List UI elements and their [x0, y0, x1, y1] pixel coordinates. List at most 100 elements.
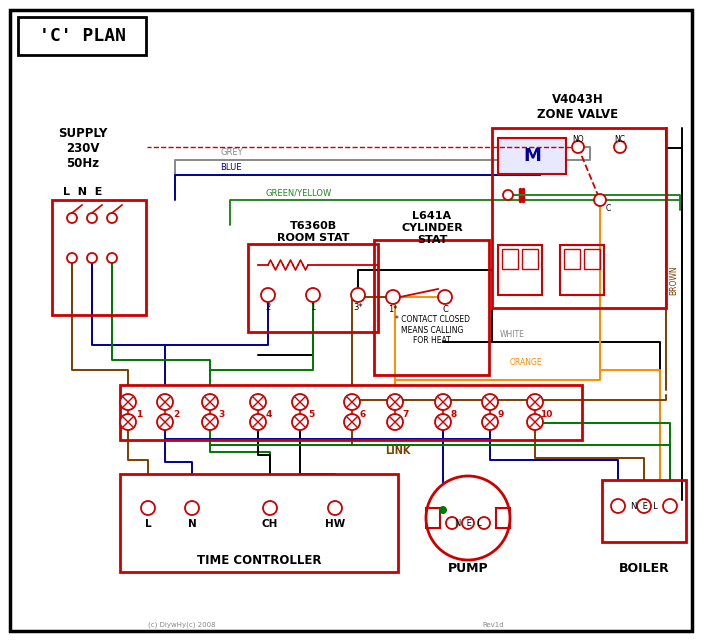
Circle shape	[614, 141, 626, 153]
Text: 2: 2	[173, 410, 179, 419]
Circle shape	[120, 394, 136, 410]
Circle shape	[263, 501, 277, 515]
Text: 1: 1	[310, 303, 316, 312]
Circle shape	[435, 414, 451, 430]
Circle shape	[503, 190, 513, 200]
Text: BLUE: BLUE	[220, 163, 241, 172]
Text: 2: 2	[265, 303, 271, 312]
Circle shape	[386, 290, 400, 304]
Text: NO: NO	[572, 135, 584, 144]
Circle shape	[663, 499, 677, 513]
Bar	[18, 17, 146, 55]
Text: NC: NC	[614, 135, 625, 144]
Text: GREY: GREY	[220, 148, 243, 157]
Bar	[52, 200, 146, 315]
Text: M: M	[523, 147, 541, 165]
Text: HW: HW	[325, 519, 345, 529]
Text: Rev1d: Rev1d	[482, 622, 503, 628]
Circle shape	[527, 414, 543, 430]
Text: 6: 6	[360, 410, 366, 419]
Circle shape	[250, 414, 266, 430]
Text: 10: 10	[540, 410, 552, 419]
Text: WHITE: WHITE	[500, 330, 525, 339]
Circle shape	[67, 213, 77, 223]
Text: ORANGE: ORANGE	[510, 358, 543, 367]
Circle shape	[202, 414, 218, 430]
Text: 'C' PLAN: 'C' PLAN	[39, 27, 126, 45]
Text: C: C	[442, 304, 448, 313]
Bar	[496, 508, 510, 528]
Circle shape	[87, 213, 97, 223]
Circle shape	[439, 506, 447, 514]
Text: 4: 4	[266, 410, 272, 419]
Circle shape	[306, 288, 320, 302]
Text: GREEN/YELLOW: GREEN/YELLOW	[265, 188, 331, 197]
Text: 9: 9	[498, 410, 504, 419]
Bar	[602, 480, 686, 542]
Text: PUMP: PUMP	[448, 562, 489, 574]
Circle shape	[292, 414, 308, 430]
Circle shape	[141, 501, 155, 515]
Circle shape	[328, 501, 342, 515]
Bar	[560, 245, 604, 295]
Text: 7: 7	[403, 410, 409, 419]
Circle shape	[435, 394, 451, 410]
Circle shape	[482, 414, 498, 430]
Circle shape	[157, 414, 173, 430]
Text: N  E  L: N E L	[455, 519, 482, 528]
Text: N: N	[187, 519, 197, 529]
Text: 3*: 3*	[353, 303, 363, 312]
Circle shape	[387, 414, 403, 430]
Circle shape	[107, 213, 117, 223]
Circle shape	[344, 394, 360, 410]
Circle shape	[261, 288, 275, 302]
Circle shape	[120, 414, 136, 430]
Bar	[120, 385, 582, 440]
Circle shape	[250, 394, 266, 410]
Text: T6360B
ROOM STAT: T6360B ROOM STAT	[277, 221, 350, 243]
Bar	[564, 249, 580, 269]
Circle shape	[87, 253, 97, 263]
Text: SUPPLY
230V
50Hz: SUPPLY 230V 50Hz	[58, 126, 107, 169]
Text: CH: CH	[262, 519, 278, 529]
Circle shape	[351, 288, 365, 302]
Circle shape	[637, 499, 651, 513]
Text: BROWN: BROWN	[669, 265, 678, 295]
Text: L641A
CYLINDER
STAT: L641A CYLINDER STAT	[401, 212, 463, 245]
Text: C: C	[605, 203, 611, 213]
Bar	[426, 508, 440, 528]
Bar	[120, 474, 398, 572]
Text: LINK: LINK	[385, 446, 411, 456]
Circle shape	[426, 476, 510, 560]
Circle shape	[107, 253, 117, 263]
Bar	[248, 244, 378, 332]
Text: V4043H
ZONE VALVE: V4043H ZONE VALVE	[538, 93, 618, 121]
Circle shape	[387, 394, 403, 410]
Text: N  E  L: N E L	[630, 501, 657, 510]
Circle shape	[446, 517, 458, 529]
Text: 1*: 1*	[388, 304, 398, 313]
Circle shape	[292, 394, 308, 410]
Circle shape	[478, 517, 490, 529]
Circle shape	[572, 141, 584, 153]
Text: * CONTACT CLOSED
MEANS CALLING
FOR HEAT: * CONTACT CLOSED MEANS CALLING FOR HEAT	[395, 315, 470, 345]
Bar	[498, 138, 566, 174]
Text: 3: 3	[218, 410, 224, 419]
Text: 5: 5	[308, 410, 314, 419]
Text: L  N  E: L N E	[63, 187, 102, 197]
Bar	[374, 240, 489, 375]
Circle shape	[67, 253, 77, 263]
Bar	[584, 249, 600, 269]
Text: 8: 8	[451, 410, 457, 419]
Text: L: L	[145, 519, 152, 529]
Text: BOILER: BOILER	[618, 562, 670, 574]
Text: TIME CONTROLLER: TIME CONTROLLER	[197, 553, 322, 567]
Bar	[492, 128, 666, 308]
Bar	[498, 245, 542, 295]
Circle shape	[185, 501, 199, 515]
Text: (c) DiywHy(c) 2008: (c) DiywHy(c) 2008	[148, 622, 216, 628]
Bar	[502, 249, 518, 269]
Text: 1: 1	[136, 410, 142, 419]
Circle shape	[157, 394, 173, 410]
Circle shape	[462, 517, 474, 529]
